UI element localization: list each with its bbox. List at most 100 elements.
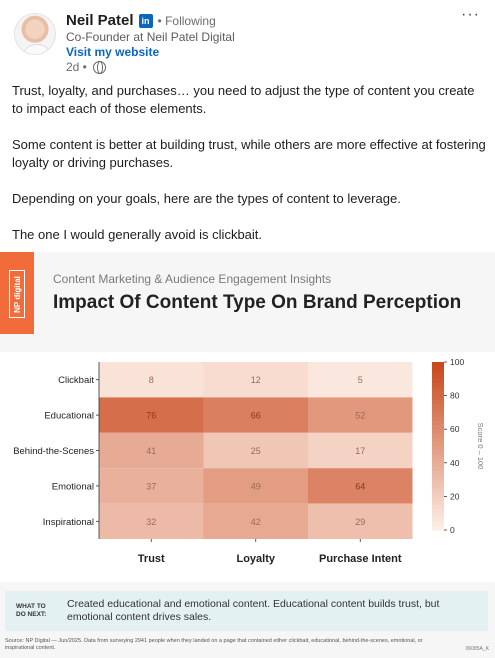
heatmap-cell-value: 64 — [355, 481, 365, 491]
heatmap-cell-value: 5 — [358, 375, 363, 385]
heatmap-cell-value: 76 — [146, 411, 156, 421]
colorbar-segment — [432, 408, 444, 413]
post-paragraph: Some content is better at building trust… — [12, 137, 486, 170]
colorbar-segment — [432, 416, 444, 422]
colorbar-segment — [432, 488, 444, 493]
colorbar-segment — [432, 454, 444, 460]
heatmap-cell — [308, 468, 413, 504]
colorbar-segment — [432, 429, 444, 434]
author-avatar[interactable] — [14, 13, 56, 55]
colorbar-segment — [432, 395, 444, 401]
heatmap-cell-value: 32 — [146, 517, 156, 527]
author-name[interactable]: Neil Patel — [66, 12, 134, 29]
heatmap-cell-value: 66 — [251, 411, 261, 421]
source-note: Source: NP Digital — Jun/2025. Data from… — [5, 638, 423, 651]
colorbar-segment — [432, 462, 444, 468]
heatmap-cell — [203, 397, 308, 433]
heatmap-cell — [99, 362, 204, 398]
colorbar-segment — [432, 467, 444, 472]
colorbar-segment — [432, 446, 444, 451]
heatmap-cell — [99, 468, 204, 504]
colorbar-segment — [432, 513, 444, 518]
heatmap-cell-value: 12 — [251, 375, 261, 385]
colorbar-segment — [432, 378, 444, 384]
heatmap-cell-value: 8 — [149, 375, 154, 385]
colorbar-tick-label: 60 — [450, 424, 460, 434]
colorbar-segment — [432, 517, 444, 523]
colorbar-segment — [432, 496, 444, 502]
colorbar-tick-label: 100 — [450, 357, 464, 367]
row-label: Educational — [44, 411, 94, 422]
colorbar-segment — [432, 492, 444, 497]
row-label: Behind-the-Scenes — [13, 446, 94, 457]
heatmap-cell — [308, 432, 413, 469]
post-paragraph: Trust, loyalty, and purchases… you need … — [12, 83, 475, 116]
what-to-do-label: WHAT TO DO NEXT: — [16, 603, 47, 618]
heatmap-cell — [203, 468, 308, 504]
heatmap-cell-value: 42 — [251, 517, 261, 527]
author-tagline: Co-Founder at Neil Patel Digital — [66, 30, 235, 44]
infographic-image[interactable]: NP digital Content Marketing & Audience … — [0, 252, 495, 658]
row-label: Emotional — [52, 481, 94, 492]
heatmap-cell-value: 17 — [355, 446, 365, 456]
colorbar-segment — [432, 383, 444, 388]
heatmap-cell — [308, 362, 413, 398]
row-label: Inspirational — [43, 517, 94, 528]
row-label: Clickbait — [58, 375, 94, 386]
colorbar-segment — [432, 479, 444, 485]
more-options-icon[interactable]: ··· — [461, 6, 480, 23]
heatmap-cell — [203, 503, 308, 539]
colorbar-segment — [432, 420, 444, 426]
what-to-do-next-box: WHAT TO DO NEXT: Created educational and… — [5, 591, 488, 631]
colorbar-segment — [432, 483, 444, 489]
colorbar-tick-label: 80 — [450, 391, 460, 401]
infographic-title: Impact Of Content Type On Brand Percepti… — [53, 292, 462, 313]
heatmap-cell — [308, 397, 413, 433]
post-paragraph: The one I would generally avoid is click… — [12, 227, 263, 242]
heatmap-cell — [203, 432, 308, 469]
what-to-do-text: Created educational and emotional conten… — [67, 598, 440, 623]
colorbar-segment — [432, 521, 444, 527]
colorbar-segment — [432, 504, 444, 510]
linkedin-icon: in — [138, 13, 153, 28]
colorbar-segment — [432, 404, 444, 409]
heatmap-cell-value: 52 — [355, 411, 365, 421]
post-header: Neil Patel in • Following Co-Founder at … — [0, 0, 495, 76]
colorbar-tick-label: 20 — [450, 491, 460, 501]
post-paragraph: Depending on your goals, here are the ty… — [12, 191, 401, 206]
visit-website-link[interactable]: Visit my website — [66, 45, 160, 59]
heatmap-chart: 8 12 5 76 66 52 41 25 17 37 49 64 32 42 29 Clickbait Edu… — [0, 352, 495, 582]
colorbar-segment — [432, 437, 444, 443]
post-body: Trust, loyalty, and purchases… you need … — [12, 82, 486, 262]
brand-strip: NP digital — [0, 252, 34, 334]
colorbar-segment — [432, 471, 444, 476]
colorbar-segment — [432, 387, 444, 392]
heatmap-cell-value: 29 — [355, 517, 365, 527]
image-code: 06085A_K — [465, 646, 489, 652]
heatmap-cell-value: 37 — [146, 481, 156, 491]
heatmap-cell-value: 41 — [146, 446, 156, 456]
heatmap-cell — [203, 362, 308, 398]
infographic-subtitle: Content Marketing & Audience Engagement … — [53, 272, 332, 286]
colorbar-segment — [432, 509, 444, 514]
colorbar-tick-label: 40 — [450, 458, 460, 468]
heatmap-cell-value: 25 — [251, 446, 261, 456]
np-digital-logo: NP digital — [9, 270, 25, 318]
colorbar-label: Score 0 – 100 — [476, 423, 485, 470]
colorbar-segment — [432, 500, 444, 506]
heatmap-cell-value: 49 — [251, 481, 261, 491]
column-label: Trust — [138, 553, 165, 565]
globe-icon — [92, 60, 106, 74]
author-name-row: Neil Patel in • Following — [66, 12, 216, 29]
heatmap-cell — [308, 503, 413, 539]
heatmap-cell — [99, 397, 204, 433]
post-timestamp: 2d • — [66, 60, 87, 74]
colorbar-segment — [432, 391, 444, 397]
colorbar-segment — [432, 366, 444, 371]
colorbar-segment — [432, 475, 444, 481]
colorbar-segment — [432, 441, 444, 447]
heatmap-cell — [99, 503, 204, 539]
colorbar-segment — [432, 450, 444, 455]
column-label: Loyalty — [236, 553, 275, 565]
colorbar-segment — [432, 374, 444, 380]
